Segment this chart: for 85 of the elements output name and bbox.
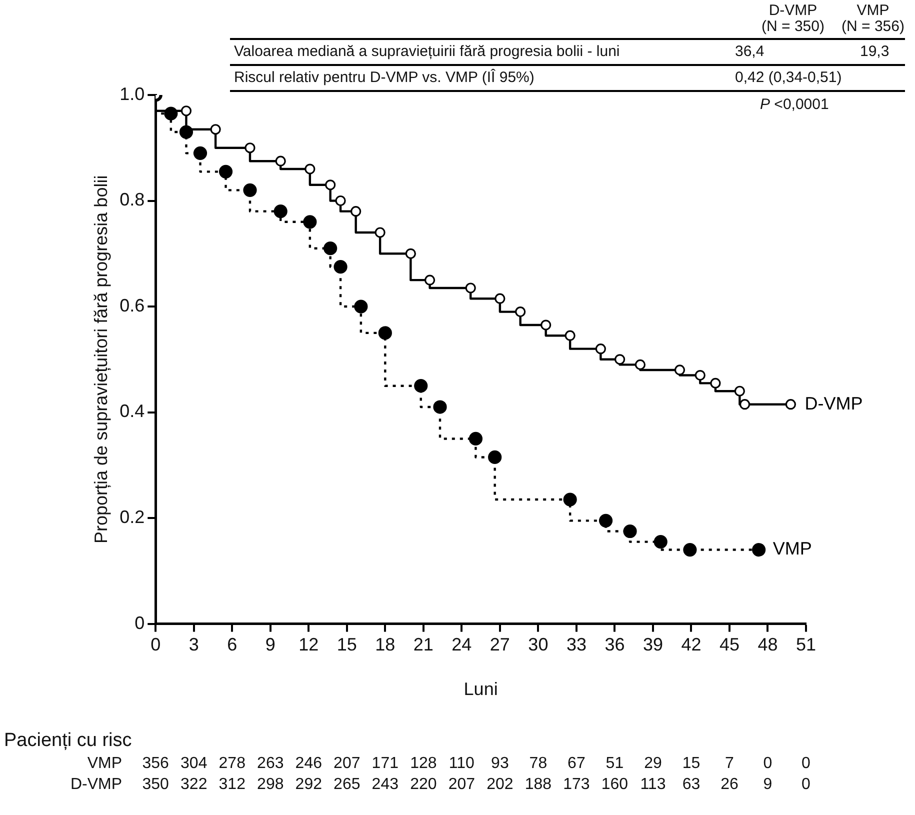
point (785, 399, 796, 410)
point (563, 492, 577, 506)
point (325, 180, 336, 190)
point (710, 378, 721, 388)
x-tick-label: 24 (452, 634, 472, 655)
text: Pacienți cu risc (4, 730, 132, 751)
y-tick-label: 0 (134, 612, 145, 633)
series-label: VMP (772, 538, 812, 559)
point (405, 248, 416, 259)
point (193, 146, 208, 160)
x-tick-label: 51 (796, 634, 816, 655)
point (739, 399, 750, 410)
x-tick-label: 48 (758, 634, 778, 655)
point (488, 450, 502, 464)
point (275, 156, 286, 166)
point (335, 195, 346, 206)
point (598, 514, 613, 528)
y-tick-label: 1.0 (120, 84, 145, 104)
y-tick-label: 0.8 (120, 190, 145, 210)
x-tick-label: 27 (490, 634, 510, 655)
point (515, 306, 526, 318)
y-tick-label: 0.4 (120, 401, 145, 422)
point (354, 300, 368, 314)
point (424, 274, 436, 286)
point (595, 344, 606, 354)
point (634, 359, 646, 370)
x-tick-label: 6 (227, 634, 238, 655)
x-tick-label: 0 (150, 634, 161, 655)
point (752, 542, 766, 557)
annotation: P <0,0001 (760, 96, 829, 113)
point (683, 542, 697, 557)
point (623, 524, 637, 538)
x-tick-label: 3 (188, 634, 199, 655)
point (494, 293, 506, 304)
text: (N = 356) (842, 18, 904, 35)
x-tick-label: 9 (265, 634, 276, 655)
point (414, 379, 428, 393)
point (374, 227, 386, 238)
x-tick-label: 21 (413, 634, 434, 655)
point (180, 106, 192, 116)
point (734, 386, 745, 396)
y-axis-title: Proporția de supraviețuitori fără progresia bolii (90, 175, 111, 544)
y-tick-label: 0.6 (120, 295, 145, 316)
y-tick-label: 0.2 (120, 507, 145, 528)
x-tick-label: 39 (642, 634, 663, 655)
text: VMP (856, 2, 890, 19)
point (304, 164, 316, 174)
x-tick-label: 33 (566, 634, 586, 655)
point (324, 242, 338, 256)
point (274, 204, 288, 218)
text: 36,4 (735, 43, 764, 60)
point (614, 354, 626, 365)
text: D-VMP 350 322 312 298 292 265 243 220 207 202 188 173 160 113 63 26 9 0 (70, 776, 810, 793)
x-tick-label: 45 (719, 634, 740, 655)
text: VMP 356 304 278 263 246 207 171 128 110 93 78 67 51 29 15 7 0 0 (87, 755, 810, 772)
point (334, 260, 348, 274)
series-label: D-VMP (804, 393, 863, 414)
point (468, 432, 483, 446)
text: Riscul relativ pentru D-VMP vs. VMP (IÎ 95%) (234, 69, 534, 86)
x-tick-label: 36 (604, 634, 625, 655)
point (674, 364, 686, 376)
x-tick-label: 42 (681, 634, 702, 655)
point (350, 206, 362, 217)
point (218, 164, 233, 178)
point (378, 326, 392, 340)
text: 19,3 (860, 43, 890, 60)
point (654, 535, 668, 549)
point (210, 124, 221, 135)
point (465, 282, 476, 294)
text: (N = 350) (762, 18, 824, 35)
point (244, 142, 256, 154)
text: D-VMP (768, 2, 818, 19)
x-tick-label: 30 (528, 634, 548, 655)
point (540, 320, 552, 330)
text: 0,42 (0,34-0,51) (735, 69, 842, 86)
x-tick-label: 12 (298, 634, 319, 655)
x-tick-label: 15 (336, 634, 357, 655)
x-axis-title: Luni (464, 679, 498, 700)
point (243, 183, 257, 197)
point (303, 215, 317, 229)
point (433, 400, 447, 414)
point (564, 330, 576, 341)
x-tick-label: 18 (375, 634, 396, 655)
point (694, 370, 706, 381)
text: Valoarea mediană a supraviețuirii fără progresia bolii - luni (234, 43, 620, 60)
